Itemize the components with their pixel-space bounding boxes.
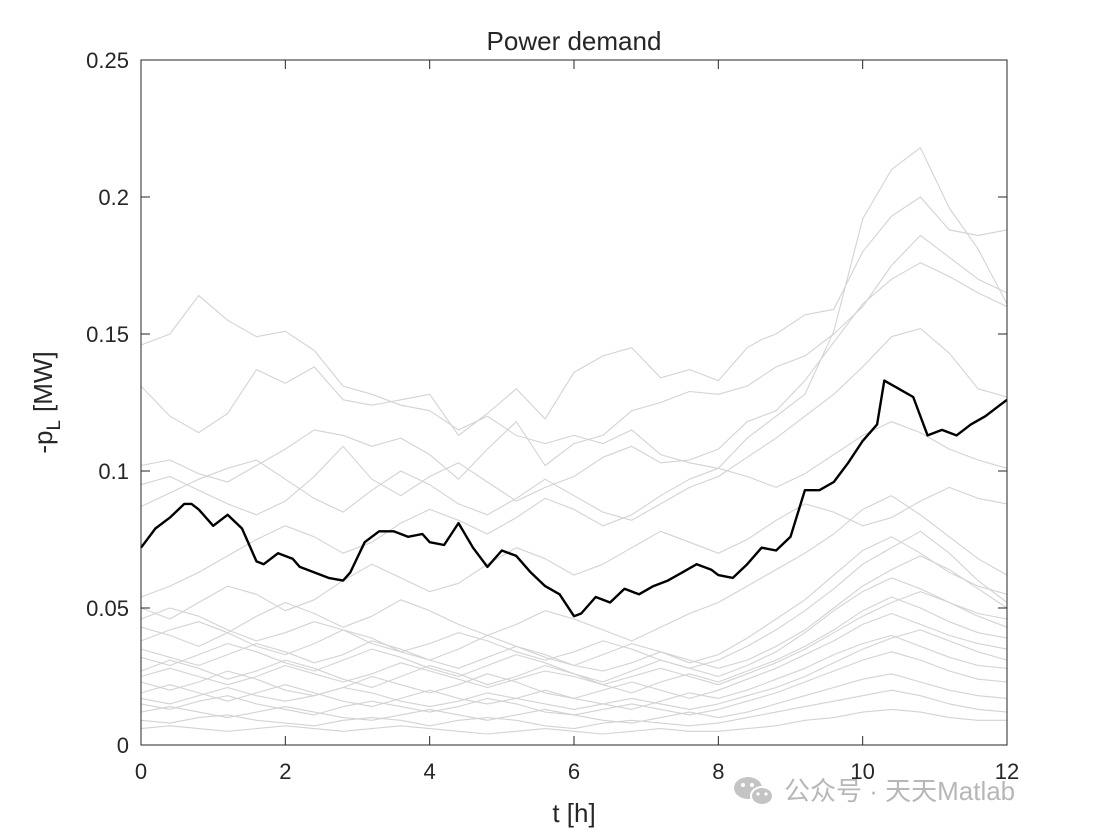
series-line-15 <box>140 673 1008 724</box>
highlighted-series-line <box>140 379 1008 618</box>
series-line-6 <box>140 421 1008 598</box>
y-tick-label: 0.2 <box>98 185 129 210</box>
series-line-11 <box>140 596 1008 694</box>
x-axis-label: t [h] <box>552 798 595 828</box>
series-line-13 <box>140 634 1008 710</box>
y-axis-label-unit: [MW] <box>28 351 58 412</box>
series-line-19 <box>140 591 1008 689</box>
series-line-5 <box>140 327 1008 521</box>
plot-area <box>140 147 1008 735</box>
y-tick-label: 0.1 <box>98 459 129 484</box>
x-tick-label: 8 <box>712 759 724 784</box>
x-tick-label: 0 <box>135 759 147 784</box>
highlighted-series-group <box>140 379 1008 618</box>
x-tick-label: 12 <box>995 759 1019 784</box>
y-tick-label: 0.25 <box>86 48 129 73</box>
y-axis-ticks: 0 0.05 0.1 0.15 0.2 0.25 <box>86 48 1007 758</box>
series-line-7 <box>140 486 1008 620</box>
watermark: 公众号 · 天天Matlab <box>734 776 1015 806</box>
series-line-4 <box>140 262 1008 516</box>
series-line-3 <box>140 234 1008 483</box>
series-line-21 <box>140 708 1007 735</box>
chart-title: Power demand <box>487 26 662 56</box>
y-axis-label-main: -p <box>28 431 58 454</box>
series-line-1 <box>140 147 1008 469</box>
x-tick-label: 10 <box>850 759 874 784</box>
y-axis-label: -pL [MW] <box>28 351 65 453</box>
background-series-group <box>140 147 1008 735</box>
x-tick-label: 4 <box>424 759 436 784</box>
y-tick-label: 0 <box>117 733 129 758</box>
x-tick-label: 6 <box>568 759 580 784</box>
x-tick-label: 2 <box>279 759 291 784</box>
series-line-18 <box>140 555 1008 672</box>
series-line-16 <box>140 689 1008 730</box>
y-axis-label-subscript: L <box>44 420 65 431</box>
series-line-17 <box>140 530 1008 669</box>
wechat-icon <box>734 777 774 806</box>
series-line-20 <box>140 629 1008 710</box>
y-tick-label: 0.15 <box>86 322 129 347</box>
series-line-8 <box>140 495 1008 647</box>
y-tick-label: 0.05 <box>86 596 129 621</box>
watermark-text: 公众号 · 天天Matlab <box>784 776 1015 806</box>
series-line-2 <box>140 196 1008 436</box>
x-axis-ticks: 0 2 4 6 8 10 12 <box>135 60 1019 784</box>
